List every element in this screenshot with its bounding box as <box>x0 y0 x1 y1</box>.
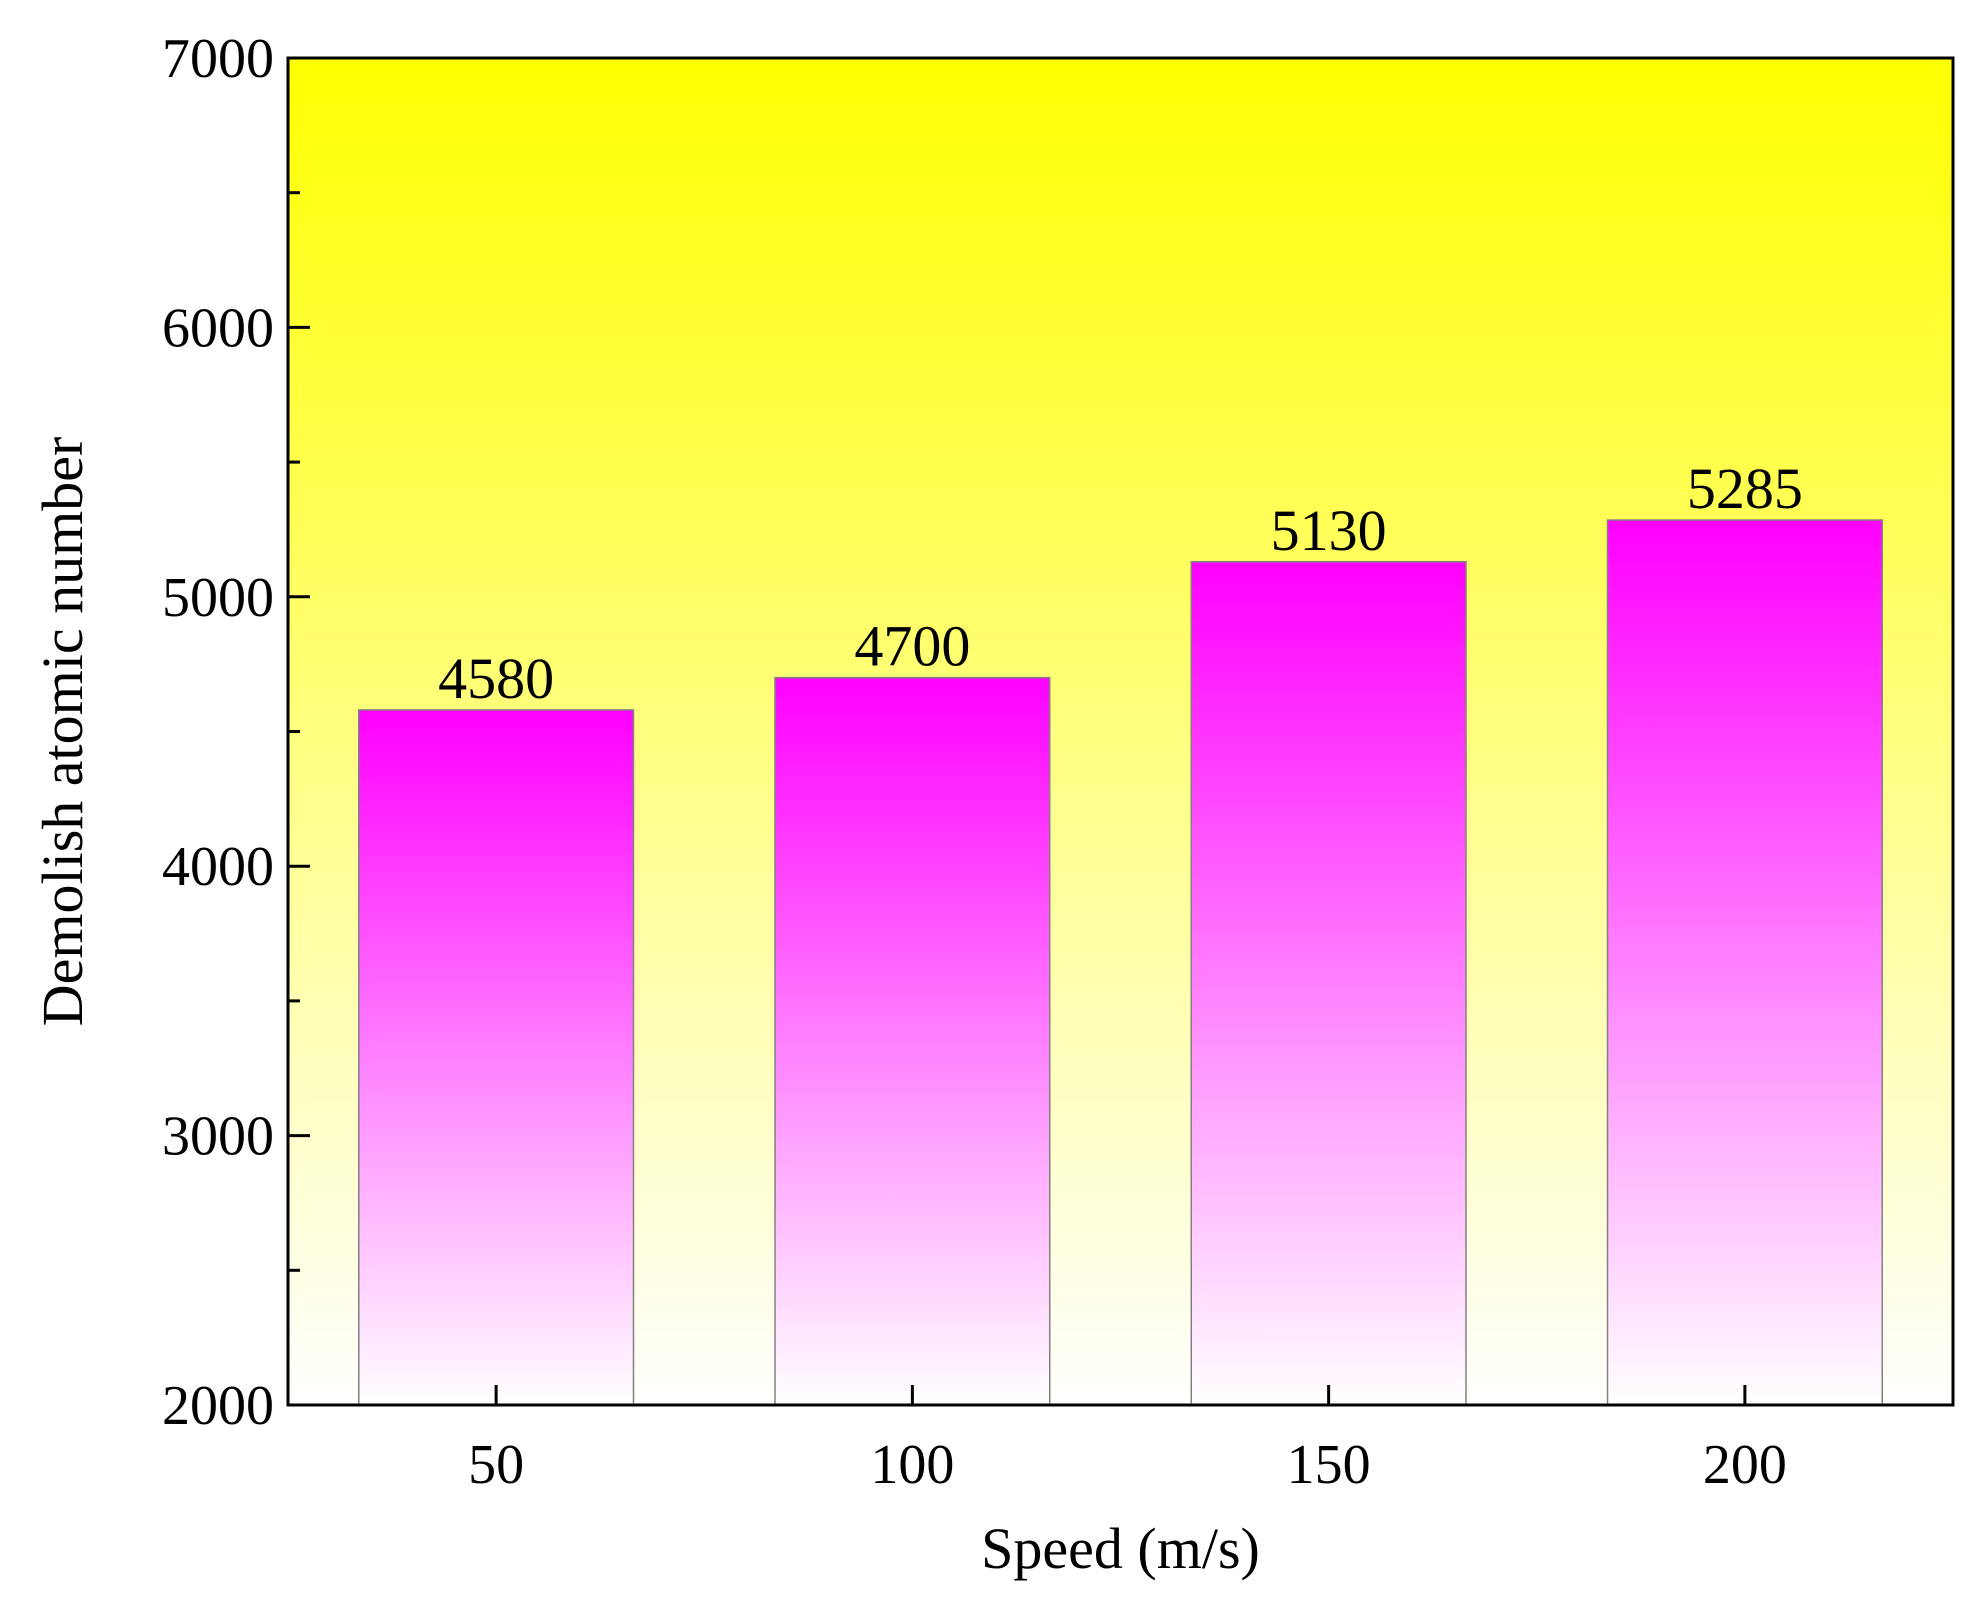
x-tick-label-200: 200 <box>1703 1434 1787 1496</box>
bar-200 <box>1606 519 1883 1406</box>
data-label-100: 4700 <box>854 614 970 679</box>
data-label-50: 4580 <box>438 646 554 711</box>
y-axis-ticks: 2000 3000 4000 5000 6000 7000 <box>162 28 310 1437</box>
y-tick-label-3000: 3000 <box>162 1106 274 1168</box>
x-tick-label-50: 50 <box>468 1434 524 1496</box>
y-tick-label-7000: 7000 <box>162 28 274 90</box>
data-label-200: 5285 <box>1687 456 1803 521</box>
data-labels-group: 4580 4700 5130 5285 <box>438 456 1803 711</box>
bar-50 <box>358 709 635 1406</box>
x-tick-label-100: 100 <box>870 1434 954 1496</box>
plot-frame <box>286 56 1955 1407</box>
x-axis-ticks: 50 100 150 200 <box>468 1385 1787 1496</box>
y-tick-label-2000: 2000 <box>162 1375 274 1437</box>
y-tick-label-6000: 6000 <box>162 297 274 359</box>
x-tick-label-150: 150 <box>1287 1434 1371 1496</box>
x-axis-title: Speed (m/s) <box>981 1516 1260 1581</box>
bars-group <box>358 519 1883 1406</box>
data-label-150: 5130 <box>1271 498 1387 563</box>
bar-150 <box>1190 561 1467 1406</box>
bar-100 <box>774 676 1051 1406</box>
y-axis-title: Demolish atomic number <box>30 437 95 1027</box>
y-tick-label-4000: 4000 <box>162 836 274 898</box>
y-tick-label-5000: 5000 <box>162 567 274 629</box>
